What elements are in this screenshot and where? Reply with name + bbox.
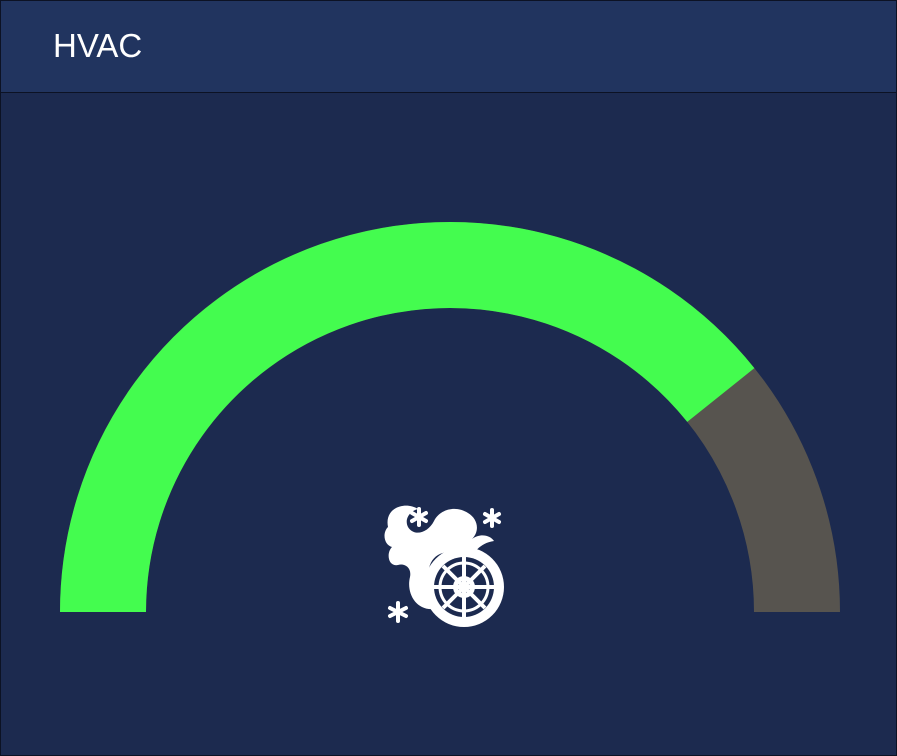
panel-title: HVAC: [53, 27, 143, 64]
hvac-gauge: [60, 222, 840, 627]
panel-header: HVAC: [1, 1, 896, 93]
gauge-fill: [60, 222, 755, 613]
fan-snowflake-icon: [384, 505, 504, 627]
